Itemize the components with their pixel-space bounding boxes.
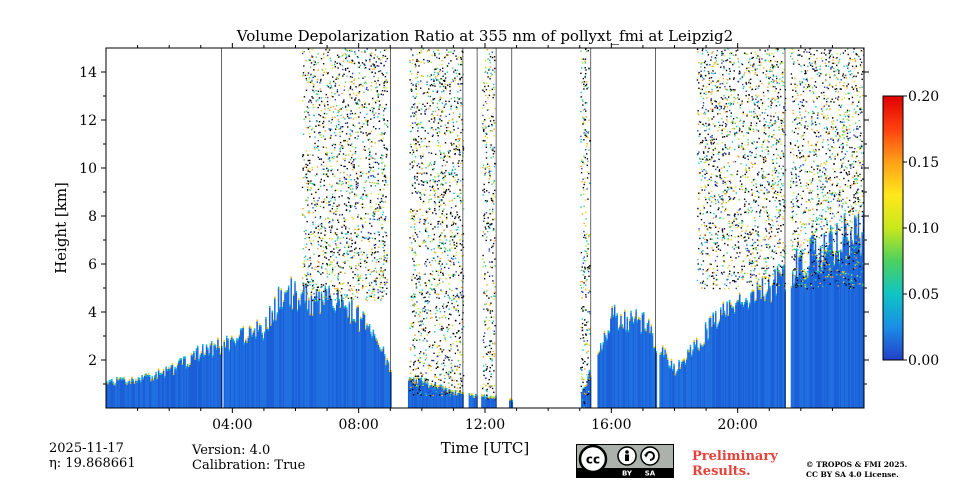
copyright-line-1: © TROPOS & FMI 2025.	[806, 460, 908, 469]
x-axis-label: Time [UTC]	[441, 439, 530, 457]
colorbar-tick-label: 0.00	[908, 353, 939, 369]
x-tick-label: 12:00	[465, 417, 505, 433]
copyright-block: © TROPOS & FMI 2025. CC BY SA 4.0 Licens…	[806, 460, 907, 480]
cc-logo-text: cc	[586, 453, 600, 467]
footer-date-block: 2025-11-17 η: 19.868661	[49, 441, 136, 471]
y-tick-label: 2	[88, 353, 97, 369]
by-label: BY	[622, 470, 633, 478]
y-tick-label: 6	[88, 257, 97, 273]
footer-version-block: Version: 4.0 Calibration: True	[192, 443, 305, 473]
copyright-line-2: CC BY SA 4.0 License.	[806, 470, 899, 479]
y-tick-label: 4	[88, 305, 97, 321]
calibration-text: Calibration: True	[192, 458, 306, 473]
y-tick-label: 14	[79, 65, 97, 81]
x-tick-label: 04:00	[212, 417, 252, 433]
x-tick-label: 20:00	[717, 417, 757, 433]
y-axis: 2 4 6 8 10 12 14	[79, 65, 869, 385]
colorbar-tick-label: 0.15	[908, 155, 939, 171]
results-text: Results.	[692, 464, 751, 479]
preliminary-text: Preliminary	[692, 449, 778, 464]
x-tick-label: 08:00	[338, 417, 378, 433]
plot-area	[106, 48, 864, 408]
cc-by-sa-license-badge: cc BY SA	[576, 444, 674, 478]
colorbar-tick-label: 0.10	[908, 221, 939, 237]
preliminary-results-block: Preliminary Results.	[692, 449, 778, 479]
y-axis-label: Height [km]	[52, 182, 70, 274]
y-tick-label: 8	[88, 209, 97, 225]
sa-share-icon	[640, 446, 660, 466]
sa-label: SA	[645, 470, 656, 478]
colorbar-gradient	[882, 95, 904, 361]
colorbar-tick-label: 0.05	[908, 287, 939, 303]
chart-title: Volume Depolarization Ratio at 355 nm of…	[236, 27, 733, 45]
profile-markers	[221, 48, 786, 408]
y-tick-label: 12	[79, 113, 97, 129]
colorbar: 0.00 0.05 0.10 0.15 0.20	[882, 89, 939, 369]
noise-regions	[301, 48, 864, 408]
colorbar-tick-label: 0.20	[908, 89, 939, 105]
eta-value: η: 19.868661	[49, 456, 136, 471]
y-tick-label: 10	[79, 161, 97, 177]
aerosol-layer	[106, 211, 864, 408]
cc-logo-icon	[578, 444, 608, 474]
x-axis: 04:00 08:00 12:00 16:00 20:00	[137, 43, 833, 433]
version-text: Version: 4.0	[192, 443, 271, 458]
x-tick-label: 16:00	[591, 417, 631, 433]
measurement-date: 2025-11-17	[49, 441, 124, 456]
